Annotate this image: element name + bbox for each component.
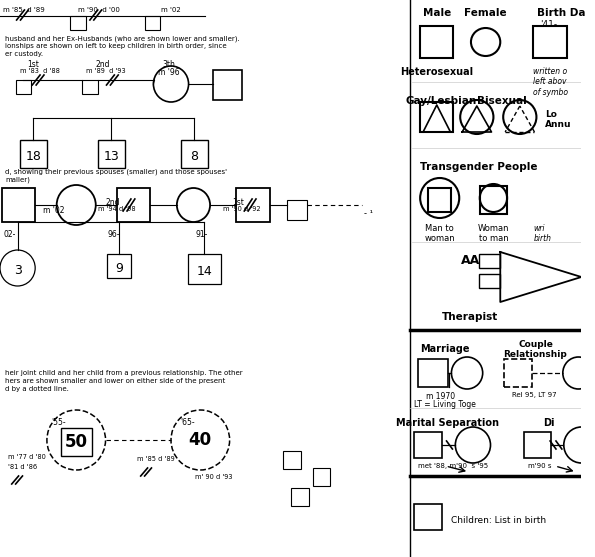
Text: Therapist: Therapist — [441, 312, 498, 322]
Bar — [20, 140, 47, 168]
Bar — [108, 254, 131, 278]
Text: 3th: 3th — [162, 60, 175, 69]
Text: 91-: 91- — [195, 230, 208, 239]
Text: Rel 95, LT 97: Rel 95, LT 97 — [512, 392, 557, 398]
Text: m '90 d '92: m '90 d '92 — [223, 206, 261, 212]
Text: m '85  d '89: m '85 d '89 — [3, 7, 45, 13]
Text: m '02: m '02 — [43, 206, 64, 215]
Text: Woman
to man: Woman to man — [478, 224, 509, 243]
Text: m' 90 d '93: m' 90 d '93 — [195, 474, 233, 480]
Text: Transgender People: Transgender People — [420, 162, 538, 172]
Text: Female: Female — [464, 8, 507, 18]
Text: m 1970: m 1970 — [426, 392, 455, 401]
Text: m '90  d '00: m '90 d '00 — [78, 7, 120, 13]
Text: written o
left abov
of symbo: written o left abov of symbo — [534, 67, 568, 97]
Text: met '88, m'90  s '95: met '88, m'90 s '95 — [418, 463, 488, 469]
Text: 9: 9 — [115, 261, 123, 275]
Text: Male: Male — [422, 8, 451, 18]
Text: 8: 8 — [190, 149, 199, 163]
Text: Marriage: Marriage — [420, 344, 469, 354]
Text: Man to
woman: Man to woman — [424, 224, 455, 243]
Text: '65-: '65- — [180, 418, 195, 427]
Text: 3: 3 — [14, 263, 21, 276]
Text: 14: 14 — [196, 265, 212, 277]
Bar — [480, 186, 507, 214]
Text: m '96: m '96 — [158, 68, 180, 77]
Bar — [504, 359, 531, 387]
Text: LT = Living Toge: LT = Living Toge — [414, 400, 476, 409]
Text: m '94 d '98: m '94 d '98 — [98, 206, 135, 212]
Text: - ¹: - ¹ — [365, 209, 374, 218]
Bar — [291, 488, 309, 506]
Bar — [414, 432, 441, 458]
Text: '55-: '55- — [51, 418, 65, 427]
Text: 1st: 1st — [27, 60, 39, 69]
Text: 18: 18 — [25, 149, 41, 163]
Text: heir joint child and her child from a previous relationship. The other: heir joint child and her child from a pr… — [5, 370, 243, 376]
Text: m '77 d '80: m '77 d '80 — [8, 454, 46, 460]
Text: d by a dotted line.: d by a dotted line. — [5, 386, 69, 392]
Text: m '83  d '88: m '83 d '88 — [20, 68, 60, 74]
Text: Heterosexual: Heterosexual — [400, 67, 474, 77]
Bar — [418, 359, 447, 387]
Text: m'90 s: m'90 s — [528, 463, 551, 469]
Bar — [82, 80, 98, 94]
Bar — [414, 504, 441, 530]
Bar — [187, 254, 221, 284]
Text: er custody.: er custody. — [5, 51, 43, 57]
Bar — [236, 188, 270, 222]
Text: Gay/Lesbian: Gay/Lesbian — [405, 96, 476, 106]
Bar — [479, 254, 500, 268]
Text: Couple
Relationship: Couple Relationship — [503, 340, 567, 359]
Text: wri
birth: wri birth — [534, 224, 552, 243]
Text: Birth Da: Birth Da — [537, 8, 586, 18]
Bar — [61, 428, 92, 456]
Text: 2nd: 2nd — [105, 198, 120, 207]
Bar — [287, 200, 307, 220]
Text: d, showing their previous spouses (smaller) and those spouses': d, showing their previous spouses (small… — [5, 168, 227, 174]
Bar — [428, 188, 452, 212]
Text: maller): maller) — [5, 176, 30, 183]
Text: 1st: 1st — [233, 198, 245, 207]
Text: m '85 d '89: m '85 d '89 — [137, 456, 174, 462]
Text: AA: AA — [461, 254, 480, 267]
Text: 13: 13 — [104, 149, 119, 163]
Bar — [524, 432, 551, 458]
Bar — [2, 188, 35, 222]
Bar — [283, 451, 301, 469]
Text: '41-: '41- — [540, 20, 558, 29]
Bar — [15, 80, 32, 94]
Text: 40: 40 — [189, 431, 212, 449]
Text: Marital Separation: Marital Separation — [396, 418, 499, 428]
Text: Bisexual: Bisexual — [477, 96, 527, 106]
Bar — [98, 140, 125, 168]
Bar — [534, 26, 566, 58]
Text: ionships are shown on left to keep children in birth order, since: ionships are shown on left to keep child… — [5, 43, 227, 49]
Bar — [420, 102, 453, 132]
Text: 96-: 96- — [108, 230, 120, 239]
Bar — [117, 188, 151, 222]
Text: m '89  d '93: m '89 d '93 — [86, 68, 126, 74]
Text: hers are shown smaller and lower on either side of the present: hers are shown smaller and lower on eith… — [5, 378, 225, 384]
Text: 50: 50 — [65, 433, 87, 451]
Text: Di: Di — [543, 418, 555, 428]
Bar — [181, 140, 208, 168]
Bar — [145, 16, 160, 30]
Text: 2nd: 2nd — [96, 60, 110, 69]
Bar — [420, 26, 453, 58]
Bar — [70, 16, 86, 30]
Text: 02-: 02- — [4, 230, 16, 239]
Text: Children: List in birth: Children: List in birth — [452, 516, 547, 525]
Bar — [312, 468, 330, 486]
Text: m '02: m '02 — [161, 7, 181, 13]
Bar — [213, 70, 242, 100]
Text: husband and her Ex-Husbands (who are shown lower and smaller).: husband and her Ex-Husbands (who are sho… — [5, 35, 240, 42]
Text: '81 d '86: '81 d '86 — [8, 464, 37, 470]
Bar — [479, 274, 500, 288]
Text: Lo
Annu: Lo Annu — [545, 110, 572, 129]
